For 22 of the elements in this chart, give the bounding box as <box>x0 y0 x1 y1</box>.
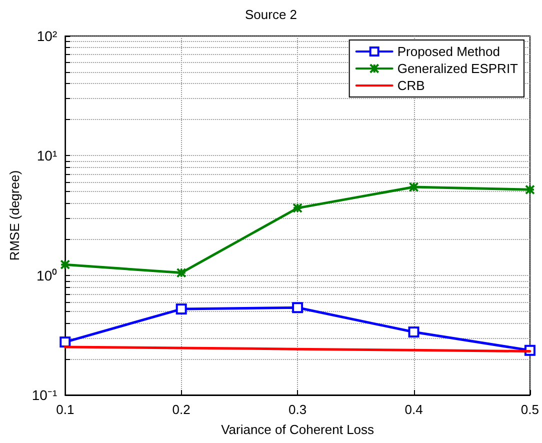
x-tick-label: 0.4 <box>404 402 423 417</box>
point <box>408 182 419 192</box>
x-tick-label: 0.2 <box>172 402 190 417</box>
point <box>60 336 71 348</box>
chart-title: Source 2 <box>244 7 298 22</box>
x-tick-label: 0.1 <box>56 402 74 417</box>
legend-label: Proposed Method <box>397 44 500 59</box>
point <box>176 268 186 278</box>
point <box>292 302 304 314</box>
y-tick-label: 10¹ <box>36 148 58 164</box>
legend-label: CRB <box>397 78 425 93</box>
point <box>176 304 187 315</box>
legend-label: Generalized ESPRIT <box>397 61 518 76</box>
y-axis-title: RMSE (degree) <box>7 170 22 261</box>
y-tick-label: 10² <box>36 28 58 44</box>
x-tick-label: 0.3 <box>288 402 307 417</box>
x-tick-label: 0.5 <box>520 402 540 417</box>
x-axis-title: Variance of Coherent Loss <box>221 422 375 437</box>
point <box>292 203 303 214</box>
y-tick-label: 10⁰ <box>36 267 58 284</box>
point <box>408 326 420 338</box>
y-tick-label: 10⁻¹ <box>32 387 58 403</box>
